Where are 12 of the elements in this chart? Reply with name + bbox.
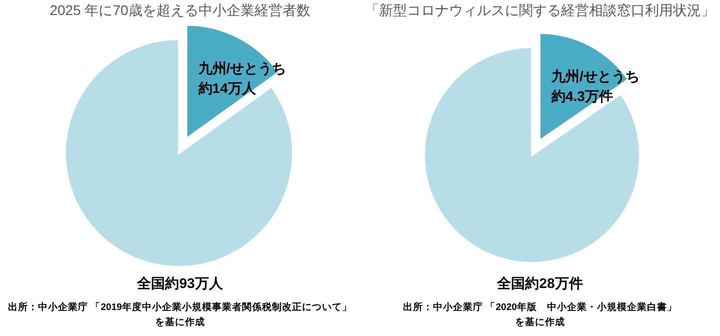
text: 全国約28万件	[496, 275, 583, 291]
slice-label: 九州/せとうち	[197, 60, 286, 77]
chart-title: 2025 年に70歳を超える中小企業経営者数	[50, 2, 310, 18]
data-label: 約4.3万件	[550, 88, 613, 104]
text: 出所：中小企業庁 「2020年版 中小企業・小規模企業白書」	[403, 301, 677, 313]
slice-label: 九州/せとうち	[550, 68, 640, 85]
text: 全国約93万人	[136, 275, 224, 291]
text: を基に作成	[515, 316, 565, 328]
text: 出所：中小企業庁 「2019年度中小企業小規模事業者関係税制改正について」	[8, 301, 352, 313]
data-label: 約14万人	[197, 80, 257, 96]
chart-title: 「新型コロナウィルスに関する経営相談窓口利用状況」	[365, 2, 715, 18]
text: を基に作成	[155, 316, 205, 328]
